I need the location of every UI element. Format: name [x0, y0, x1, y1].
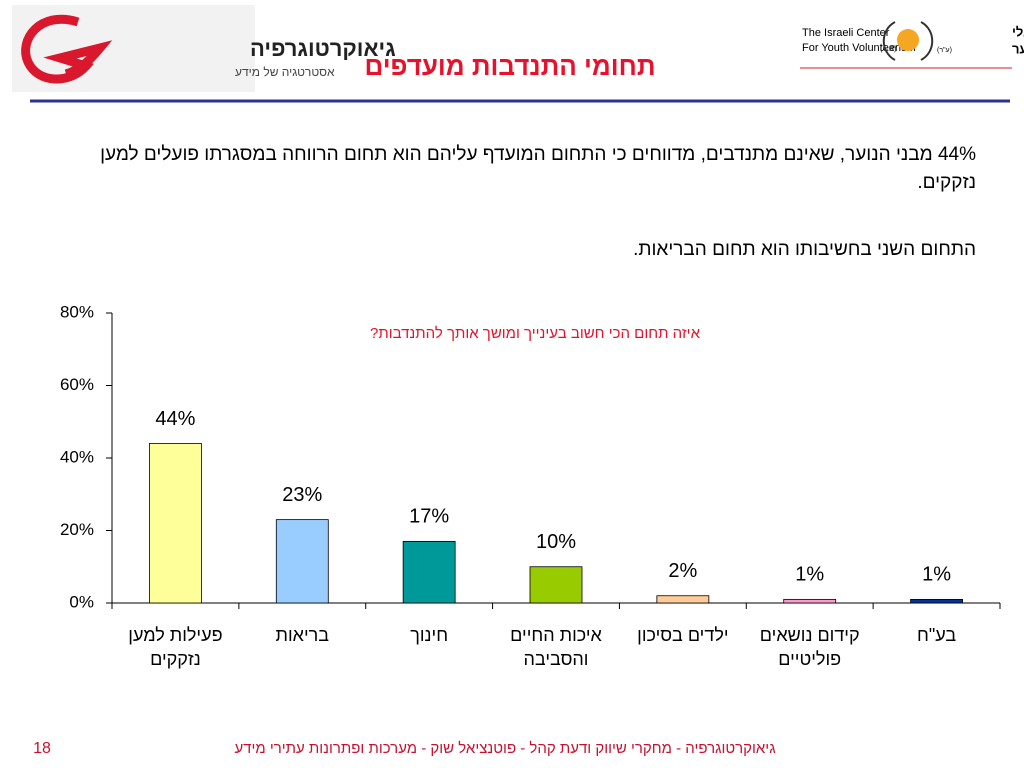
y-tick-label: 40% [60, 447, 94, 466]
x-tick-label: חינוך [410, 625, 449, 645]
value-label: 1% [922, 564, 951, 586]
bar [783, 598, 837, 604]
value-label: 44% [155, 408, 195, 430]
left-logo-icon [21, 14, 113, 84]
bar [656, 595, 710, 604]
page-number: 18 [33, 740, 51, 757]
right-logo-he1: המרכז הישראלי [1012, 24, 1024, 39]
x-tick-label: ילדים בסיכון [637, 625, 729, 645]
paragraph: 44% מבני הנוער, שאינם מתנדבים, מדווחים כ… [100, 144, 976, 193]
y-tick-label: 20% [60, 520, 94, 539]
footer-text: גיאוקרטוגרפיה - מחקרי שיווק ודעת קהל - פ… [234, 740, 775, 757]
right-logo-en1: The Israeli Center [802, 27, 890, 39]
right-logo-he2: להתנדבות נוער [1012, 41, 1024, 56]
chart-title: איזה תחום הכי חשוב בעינייך ומושך אותך לה… [370, 325, 701, 342]
y-tick-label: 80% [60, 302, 94, 321]
x-tick-label: בע"ח [917, 625, 957, 645]
value-label: 1% [795, 564, 824, 586]
x-tick-label: פעילות למען נזקקים [128, 625, 223, 669]
bar [402, 540, 456, 604]
value-label: 23% [282, 484, 322, 506]
y-tick-label: 60% [60, 375, 94, 394]
right-logo-hands [882, 21, 934, 61]
left-logo-name: גיאוקרטוגרפיה [250, 36, 396, 61]
paragraph: התחום השני בחשיבותו הוא תחום הבריאות. [633, 239, 976, 260]
slide-title: תחומי התנדבות מועדפים [365, 51, 656, 81]
y-tick-label: 0% [69, 592, 94, 611]
bar [910, 598, 963, 604]
x-tick-label: איכות החיים והסביבה [510, 625, 602, 669]
left-logo-tagline: אסטרטגיה של מידע [235, 65, 335, 79]
value-label: 2% [668, 560, 697, 582]
bar [529, 566, 583, 604]
x-tick-label: בריאות [275, 625, 330, 645]
value-label: 10% [536, 531, 576, 553]
right-logo-en2: For Youth Volunteerism [802, 42, 916, 54]
right-logo-icon [897, 29, 919, 51]
right-logo-he-suffix: (ע"ר) [937, 47, 952, 54]
right-logo-en-suffix: (A.R) [880, 46, 896, 53]
bar [149, 443, 202, 604]
x-tick-label: קידום נושאים פוליטיים [759, 625, 860, 669]
bar [275, 519, 329, 604]
value-label: 17% [409, 506, 449, 528]
